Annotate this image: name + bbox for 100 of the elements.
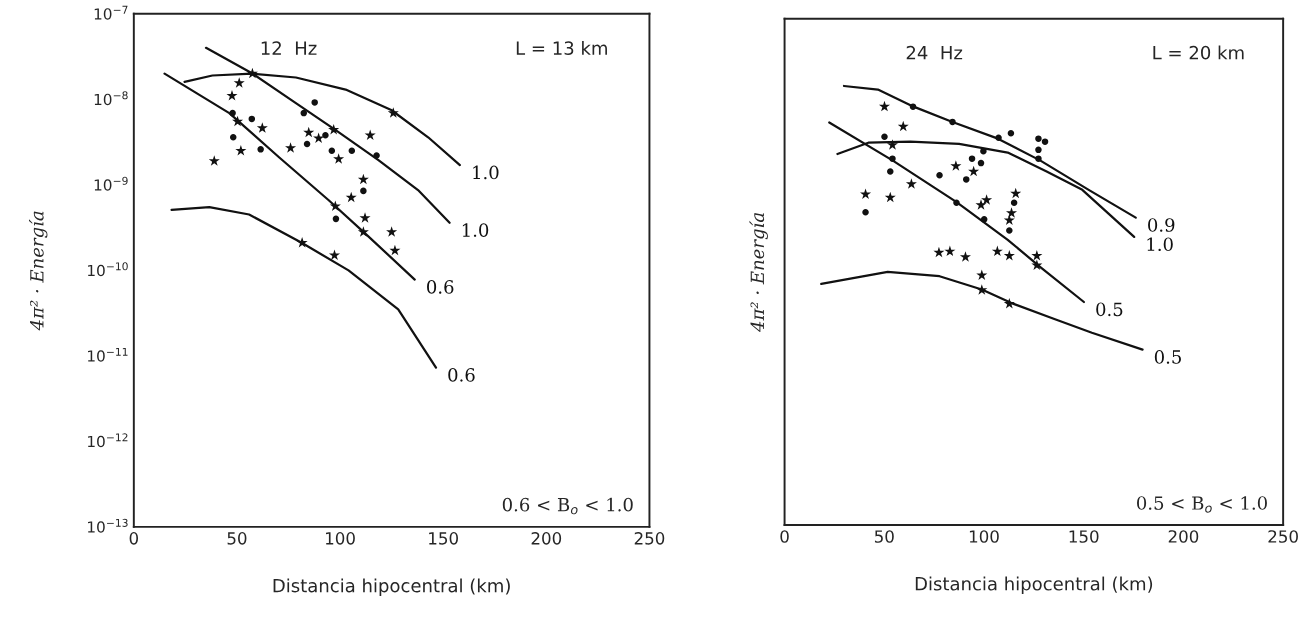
annotation: 12 Hz <box>261 41 317 55</box>
x-tick-label: 0 <box>780 530 789 543</box>
x-tick-label: 0 <box>129 532 139 545</box>
point <box>1003 214 1015 225</box>
x-axis-title: Distancia hipocentral (km) <box>915 576 1153 595</box>
point <box>886 139 898 150</box>
x-tick-label: 150 <box>1069 530 1099 543</box>
point <box>1031 259 1043 270</box>
point <box>387 107 399 118</box>
point <box>878 100 891 112</box>
point <box>300 109 308 117</box>
y-tick-label: 10$^{−9}$ <box>94 176 128 191</box>
point <box>232 115 244 127</box>
point <box>332 215 340 223</box>
x-axis-title: Distancia hipocentral (km) <box>273 578 510 596</box>
point <box>328 147 336 155</box>
point <box>862 208 869 216</box>
point <box>975 199 987 210</box>
point <box>1035 146 1042 154</box>
series-label: 0.6 <box>448 368 475 382</box>
series-label: 1.0 <box>473 165 499 180</box>
point <box>233 77 245 88</box>
point <box>950 160 962 171</box>
point <box>360 187 367 195</box>
point <box>909 103 917 110</box>
series-label: 0.5 <box>1096 302 1123 317</box>
point <box>208 155 220 166</box>
x-tick-label: 250 <box>634 532 665 545</box>
point <box>1010 199 1018 207</box>
x-tick-label: 200 <box>1168 530 1199 543</box>
point <box>881 133 888 141</box>
point <box>1031 250 1043 261</box>
series-label: 1.0 <box>462 223 489 237</box>
point <box>1006 207 1018 218</box>
point <box>1003 297 1015 309</box>
point <box>229 109 236 117</box>
point <box>328 124 340 135</box>
point <box>333 153 345 164</box>
annotation: L = 13 km <box>516 40 607 55</box>
point <box>995 134 1002 141</box>
point <box>303 140 311 148</box>
point <box>303 126 315 138</box>
series-label: 0.6 <box>427 280 454 294</box>
point <box>389 244 401 256</box>
series-label: 0.9 <box>1148 218 1175 232</box>
point <box>386 226 398 237</box>
y-tick-label: 10$^{−11}$ <box>88 347 128 362</box>
y-tick-label: 10$^{−13}$ <box>88 518 128 533</box>
point <box>968 165 980 177</box>
point <box>364 129 376 140</box>
x-tick-label: 50 <box>874 530 894 543</box>
y-axis-title: 4π² · Energía <box>29 211 48 331</box>
series-label: 0.5 <box>1154 350 1181 364</box>
point <box>1007 130 1015 137</box>
annotation: 24 Hz <box>906 45 963 60</box>
point <box>329 200 341 212</box>
point <box>311 99 318 106</box>
point <box>357 226 369 237</box>
x-tick-label: 50 <box>227 532 247 545</box>
point <box>962 176 970 183</box>
point <box>936 171 943 179</box>
x-tick-label: 100 <box>969 530 999 543</box>
point <box>1010 187 1022 199</box>
y-axis-title: 4π² · Energía <box>749 213 768 332</box>
point <box>953 199 960 207</box>
point <box>226 89 238 101</box>
point <box>322 132 329 139</box>
point <box>348 147 356 155</box>
point <box>257 146 264 153</box>
point <box>357 173 369 185</box>
annotation: L = 20 km <box>1153 45 1244 60</box>
y-tick-label: 10$^{−12}$ <box>88 433 128 448</box>
x-tick-label: 250 <box>1268 530 1298 543</box>
x-tick-label: 150 <box>429 532 458 545</box>
point <box>1003 250 1015 261</box>
y-tick-label: 10$^{−7}$ <box>94 5 128 20</box>
point <box>1035 155 1042 162</box>
point <box>968 155 976 162</box>
point <box>889 155 896 162</box>
point <box>246 67 258 79</box>
point <box>949 118 956 126</box>
point <box>235 145 247 156</box>
y-tick-label: 10$^{−8}$ <box>94 91 128 106</box>
point <box>256 122 268 133</box>
y-tick-label: 10$^{−10}$ <box>88 262 128 277</box>
x-tick-label: 100 <box>325 532 355 545</box>
series-label: 1.0 <box>1147 237 1173 252</box>
point <box>248 115 256 123</box>
point <box>991 245 1003 257</box>
point <box>373 152 380 159</box>
point <box>328 249 341 260</box>
point <box>959 251 971 262</box>
point <box>359 212 371 223</box>
point <box>285 142 297 153</box>
annotation: 0.5 < B$_{o}$ < 1.0 <box>1137 496 1267 513</box>
point <box>887 168 894 175</box>
point <box>981 194 993 205</box>
point <box>1006 227 1013 234</box>
point <box>1035 135 1042 142</box>
point <box>977 159 985 167</box>
